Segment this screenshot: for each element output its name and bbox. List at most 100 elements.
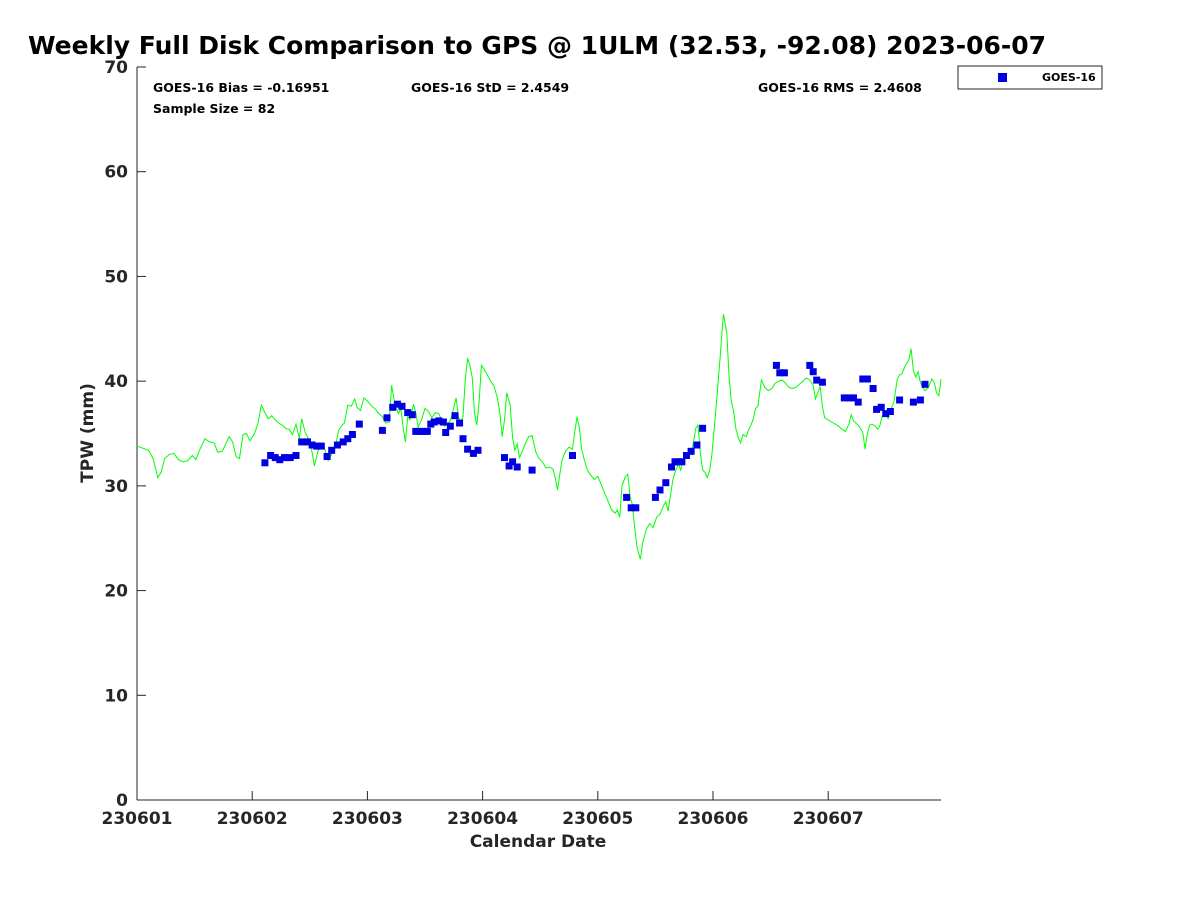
goes16-point bbox=[348, 431, 356, 438]
legend: GOES-16 bbox=[957, 65, 1103, 90]
goes16-point bbox=[408, 411, 416, 419]
goes16-point bbox=[333, 441, 341, 449]
legend-goes16-marker bbox=[998, 73, 1007, 82]
goes16-point bbox=[276, 456, 284, 464]
y-tick-label: 70 bbox=[104, 58, 128, 78]
goes16-point bbox=[355, 420, 363, 428]
goes16-point bbox=[921, 380, 929, 388]
goes16-point bbox=[569, 452, 576, 459]
goes16-point bbox=[651, 493, 659, 501]
goes16-point bbox=[456, 419, 464, 427]
y-tick-label: 50 bbox=[104, 267, 128, 287]
goes16-point bbox=[501, 454, 508, 462]
goes16-point bbox=[776, 369, 784, 377]
y-tick-label: 10 bbox=[104, 686, 128, 706]
goes16-point bbox=[809, 368, 817, 376]
goes16-point bbox=[840, 394, 848, 402]
goes16-point bbox=[509, 458, 517, 466]
goes16-series bbox=[261, 361, 929, 512]
goes16-point bbox=[261, 459, 269, 467]
goes16-point bbox=[854, 398, 862, 406]
gps-line bbox=[136, 314, 942, 560]
gps-series bbox=[136, 314, 942, 560]
goes16-point bbox=[323, 453, 331, 460]
goes16-point bbox=[459, 435, 467, 443]
goes16-point bbox=[442, 429, 450, 436]
goes16-point bbox=[699, 424, 707, 432]
goes16-point bbox=[916, 396, 924, 404]
goes16-point bbox=[451, 412, 459, 420]
goes16-point bbox=[304, 438, 311, 446]
goes16-point bbox=[383, 414, 391, 422]
std-stat: GOES-16 StD = 2.4549 bbox=[411, 80, 569, 95]
x-axis-ticks: 230601 230602 230603 230604 230605 230606 2306… bbox=[102, 791, 864, 829]
x-axis-label: Calendar Date bbox=[470, 832, 607, 852]
goes16-point bbox=[308, 441, 316, 449]
goes16-point bbox=[683, 452, 690, 459]
goes16-point bbox=[439, 418, 447, 426]
goes16-point bbox=[267, 452, 275, 459]
x-tick-label: 230605 bbox=[562, 809, 633, 829]
goes16-point bbox=[850, 394, 857, 402]
bias-stat: GOES-16 Bias = -0.16951 bbox=[153, 80, 329, 95]
goes16-point bbox=[877, 403, 885, 411]
goes16-point bbox=[313, 442, 321, 450]
goes16-point bbox=[505, 462, 513, 470]
goes16-point bbox=[693, 441, 701, 449]
goes16-point bbox=[430, 418, 438, 426]
goes16-point bbox=[882, 410, 890, 418]
goes16-point bbox=[806, 361, 814, 369]
legend-box bbox=[957, 65, 1103, 90]
goes16-point bbox=[662, 479, 670, 487]
goes16-point bbox=[818, 378, 826, 386]
x-tick-label: 230602 bbox=[217, 809, 288, 829]
goes16-point bbox=[813, 376, 821, 384]
goes16-point bbox=[286, 454, 294, 462]
x-tick-label: 230603 bbox=[332, 809, 403, 829]
y-tick-label: 40 bbox=[104, 372, 128, 392]
goes16-point bbox=[464, 445, 472, 453]
plot-area bbox=[136, 67, 941, 801]
goes16-point bbox=[339, 438, 347, 446]
goes16-point bbox=[528, 466, 536, 474]
x-tick-label: 230607 bbox=[793, 809, 864, 829]
goes16-point bbox=[687, 447, 695, 455]
goes16-point bbox=[271, 454, 279, 462]
goes16-point bbox=[845, 394, 853, 402]
goes16-point bbox=[393, 400, 401, 408]
goes16-point bbox=[389, 403, 397, 411]
chart-title: Weekly Full Disk Comparison to GPS @ 1UL… bbox=[28, 31, 1046, 60]
goes16-point bbox=[398, 402, 406, 410]
y-tick-label: 60 bbox=[104, 163, 128, 183]
goes16-point bbox=[873, 405, 881, 413]
goes16-point bbox=[292, 452, 300, 459]
legend-goes16-label: GOES-16 bbox=[1042, 71, 1096, 84]
goes16-point bbox=[446, 422, 454, 430]
rms-stat: GOES-16 RMS = 2.4608 bbox=[758, 80, 922, 95]
goes16-point bbox=[896, 396, 904, 404]
x-tick-label: 230601 bbox=[102, 809, 173, 829]
goes16-point bbox=[435, 417, 443, 425]
goes16-point bbox=[469, 449, 477, 457]
goes16-point bbox=[772, 361, 780, 369]
goes16-point bbox=[869, 385, 877, 392]
goes16-point bbox=[668, 463, 675, 471]
x-tick-label: 230604 bbox=[447, 809, 518, 829]
goes16-point bbox=[632, 504, 640, 512]
goes16-point bbox=[863, 375, 871, 383]
goes16-point bbox=[513, 463, 521, 471]
goes16-point bbox=[344, 435, 352, 443]
y-axis-label: TPW (mm) bbox=[78, 383, 98, 483]
y-tick-label: 20 bbox=[104, 582, 128, 602]
goes16-point bbox=[678, 458, 686, 466]
goes16-point bbox=[909, 398, 917, 406]
goes16-point bbox=[378, 426, 386, 434]
sample-size-stat: Sample Size = 82 bbox=[153, 101, 275, 116]
goes16-point bbox=[780, 369, 788, 377]
goes16-point bbox=[317, 442, 325, 450]
goes16-point bbox=[623, 493, 631, 501]
goes16-point bbox=[404, 409, 412, 417]
goes16-point bbox=[415, 427, 423, 435]
y-tick-label: 0 bbox=[116, 791, 128, 811]
